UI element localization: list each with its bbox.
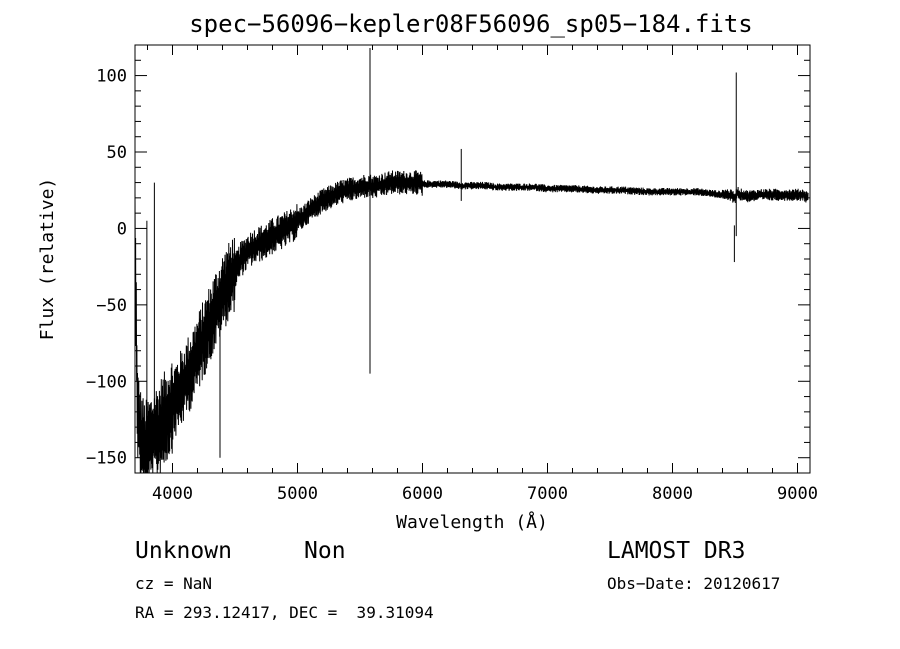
obs-date-text: Obs−Date: 20120617 xyxy=(607,574,781,593)
chart-title: spec−56096−kepler08F56096_sp05−184.fits xyxy=(189,10,753,38)
coordinates-text: RA = 293.12417, DEC = 39.31094 xyxy=(135,603,434,622)
x-tick-label: 8000 xyxy=(652,484,693,504)
y-tick-label: 100 xyxy=(96,67,127,87)
redshift-text: cz = NaN xyxy=(135,574,213,593)
y-axis-label: Flux (relative) xyxy=(37,178,58,341)
spectrum-chart: spec−56096−kepler08F56096_sp05−184.fits … xyxy=(37,10,818,533)
class-label: Unknown xyxy=(135,538,232,564)
axis-tick-labels: 4000 5000 6000 7000 8000 9000 −150 −100 −50 0 50 10… xyxy=(86,67,818,504)
x-tick-label: 5000 xyxy=(277,484,318,504)
y-tick-label: 0 xyxy=(117,219,127,239)
x-tick-label: 4000 xyxy=(152,484,193,504)
emission-spikes xyxy=(146,48,737,473)
x-tick-label: 7000 xyxy=(527,484,568,504)
spectrum-line xyxy=(134,170,809,474)
subclass-label: Non xyxy=(304,538,346,564)
y-tick-label: −150 xyxy=(86,449,127,469)
x-tick-label: 6000 xyxy=(402,484,443,504)
survey-label: LAMOST DR3 xyxy=(607,538,746,564)
y-tick-label: −50 xyxy=(96,296,127,316)
x-axis-label: Wavelength (Å) xyxy=(396,511,548,533)
x-tick-label: 9000 xyxy=(777,484,818,504)
y-tick-label: −100 xyxy=(86,372,127,392)
y-tick-label: 50 xyxy=(107,143,127,163)
